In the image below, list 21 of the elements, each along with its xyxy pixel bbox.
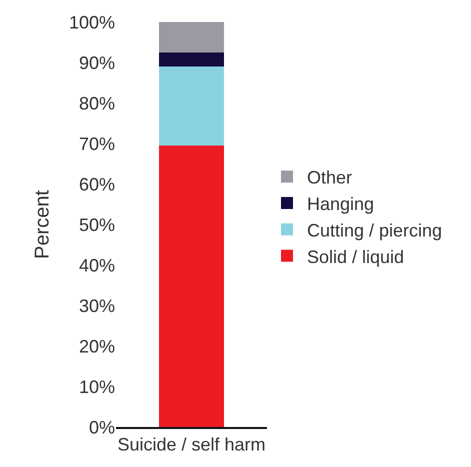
y-tick-label: 50% [78, 214, 115, 235]
y-tick-label: 40% [78, 255, 115, 276]
bar [159, 22, 224, 52]
y-tick-label: 10% [78, 376, 115, 397]
y-tick-label: 80% [78, 93, 115, 114]
y-tick-label: 60% [78, 174, 115, 194]
y-tick-label: 30% [78, 296, 115, 316]
y-axis-title: Percent [31, 190, 54, 259]
legend-label: Solid / liquid [307, 246, 404, 267]
y-tick-label: 90% [78, 52, 115, 73]
legend-label: Hanging [307, 194, 374, 214]
bar [159, 146, 224, 427]
y-tick-label: 70% [78, 134, 115, 154]
y-tick-label: 20% [78, 336, 115, 356]
y-tick-label: 100% [68, 12, 115, 32]
x-tick-label: Suicide / self harm [117, 434, 266, 455]
bar [159, 66, 224, 146]
legend-label: Other [307, 168, 352, 188]
bar [159, 52, 224, 67]
y-tick-label: 0% [88, 417, 115, 438]
legend-label: Cutting / piercing [307, 220, 442, 240]
